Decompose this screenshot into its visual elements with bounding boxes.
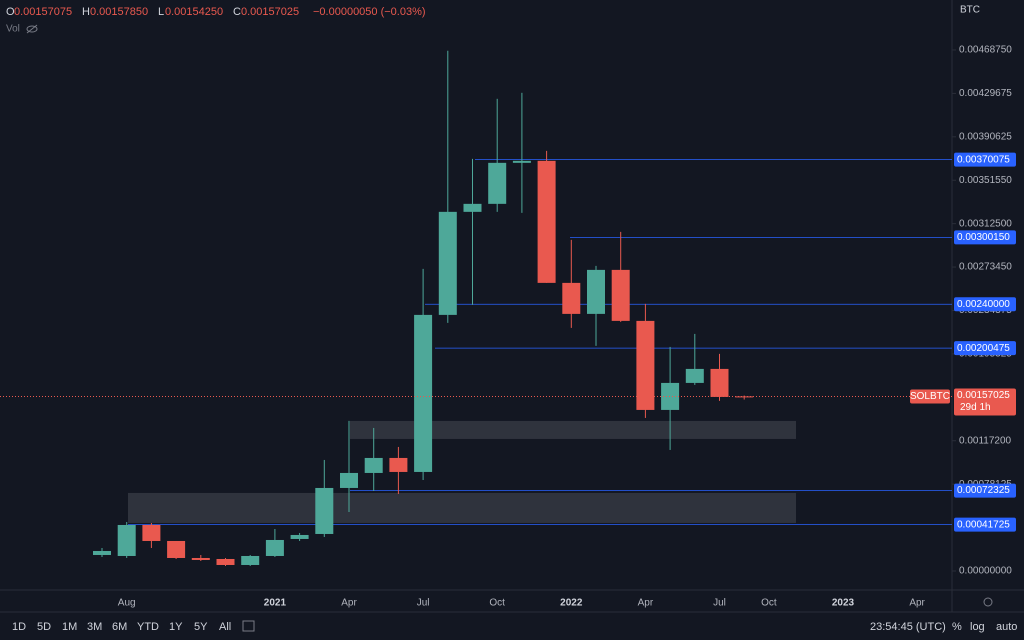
candle-body: [685, 368, 704, 383]
clock: 23:54:45 (UTC): [870, 621, 946, 633]
candle-body: [265, 539, 284, 556]
candle-body: [636, 320, 655, 410]
x-tick-label: Aug: [118, 598, 136, 609]
level-label: 0.00041725: [957, 519, 1010, 530]
settings-icon[interactable]: [983, 597, 993, 607]
candle-body: [315, 487, 334, 534]
range-button[interactable]: 5Y: [194, 621, 208, 633]
range-button[interactable]: 1Y: [169, 621, 183, 633]
level-label: 0.00200475: [957, 343, 1010, 354]
level-label: 0.00370075: [957, 154, 1010, 165]
candle-body: [142, 524, 161, 541]
close-value: 0.00157025: [241, 6, 299, 18]
y-tick-label: 0.00351550: [959, 175, 1012, 186]
x-tick-label: Apr: [341, 598, 357, 609]
candle-body: [241, 555, 260, 565]
currency[interactable]: BTC: [960, 5, 980, 16]
price-tag: [954, 388, 1016, 416]
calendar-icon[interactable]: [242, 620, 255, 632]
countdown: 29d 1h: [960, 402, 991, 413]
y-tick-label: 0.00273450: [959, 262, 1012, 273]
level-label-bg: [954, 483, 1016, 498]
x-tick-label: Jul: [713, 598, 726, 609]
candle-body: [488, 162, 507, 204]
auto-toggle[interactable]: auto: [996, 621, 1017, 633]
candle-body: [710, 368, 729, 397]
header: O 0.00157075 H 0.00157850 L 0.00154250 C…: [6, 6, 426, 35]
symbol-tag: [910, 389, 950, 404]
candle-body: [512, 160, 531, 163]
x-tick-label: 2022: [560, 598, 583, 609]
candle-body: [93, 550, 111, 555]
level-label-bg: [954, 341, 1016, 356]
candle-body: [364, 457, 383, 473]
x-tick-label: Oct: [761, 598, 777, 609]
range-button[interactable]: 1D: [12, 621, 26, 633]
candle-body: [537, 160, 556, 283]
last-price-label: 0.00157025: [957, 390, 1010, 401]
level-label: 0.00072325: [957, 485, 1010, 496]
eye-icon[interactable]: [26, 24, 38, 34]
toolbar: 1D 5D 1M 3M 6M YTD 1Y 5Y All: [12, 621, 231, 633]
candle-body: [117, 524, 136, 556]
y-tick-label: 0.00117200: [959, 435, 1012, 446]
candle-body: [340, 472, 358, 488]
x-tick-label: Jul: [417, 598, 430, 609]
open-label: O: [6, 6, 15, 18]
symbol-label: SOLBTC: [910, 391, 950, 402]
y-tick-label: 0.00390625: [959, 131, 1012, 142]
level-label: 0.00240000: [957, 299, 1010, 310]
candle-body: [587, 269, 605, 314]
range-button[interactable]: 1M: [62, 621, 77, 633]
candle-body: [191, 557, 210, 560]
close-label: C: [233, 6, 241, 18]
zone: [128, 492, 796, 523]
candle-body: [414, 314, 433, 472]
change-value: −0.00000050 (−0.03%): [313, 6, 426, 18]
y-tick-label: 0.00429675: [959, 88, 1012, 99]
y-tick-label: 0.00312500: [959, 218, 1012, 229]
candle-body: [389, 457, 408, 472]
x-tick-label: Apr: [909, 598, 925, 609]
x-tick-label: 2023: [832, 598, 855, 609]
low-value: 0.00154250: [165, 6, 223, 18]
high-value: 0.00157850: [90, 6, 148, 18]
volume-label: Vol: [6, 24, 20, 35]
level-label-bg: [954, 297, 1016, 312]
level-label-bg: [954, 152, 1016, 167]
zone: [350, 420, 796, 439]
candle-body: [463, 203, 482, 212]
y-tick-label: 0.00000000: [959, 566, 1012, 577]
level-label-bg: [954, 230, 1016, 245]
candle-body: [661, 382, 680, 410]
range-button[interactable]: YTD: [137, 621, 159, 633]
candle-body: [438, 211, 457, 315]
y-tick-label: 0.00468750: [959, 45, 1012, 56]
candle-body: [216, 558, 235, 565]
candle-body: [611, 269, 630, 321]
range-button[interactable]: 6M: [112, 621, 127, 633]
x-tick-label: Apr: [638, 598, 654, 609]
range-button[interactable]: 3M: [87, 621, 102, 633]
log-toggle[interactable]: log: [970, 621, 985, 633]
level-label-bg: [954, 517, 1016, 532]
range-button[interactable]: 5D: [37, 621, 51, 633]
level-label: 0.00300150: [957, 232, 1010, 243]
high-label: H: [82, 6, 90, 18]
candle-body: [562, 282, 581, 314]
low-label: L: [158, 6, 164, 18]
x-tick-label: 2021: [264, 598, 287, 609]
x-tick-label: Oct: [489, 598, 505, 609]
open-value: 0.00157075: [14, 6, 72, 18]
percent-toggle[interactable]: %: [952, 621, 962, 633]
range-button[interactable]: All: [219, 621, 231, 633]
candle-body: [167, 540, 186, 558]
candle-body: [290, 534, 309, 539]
